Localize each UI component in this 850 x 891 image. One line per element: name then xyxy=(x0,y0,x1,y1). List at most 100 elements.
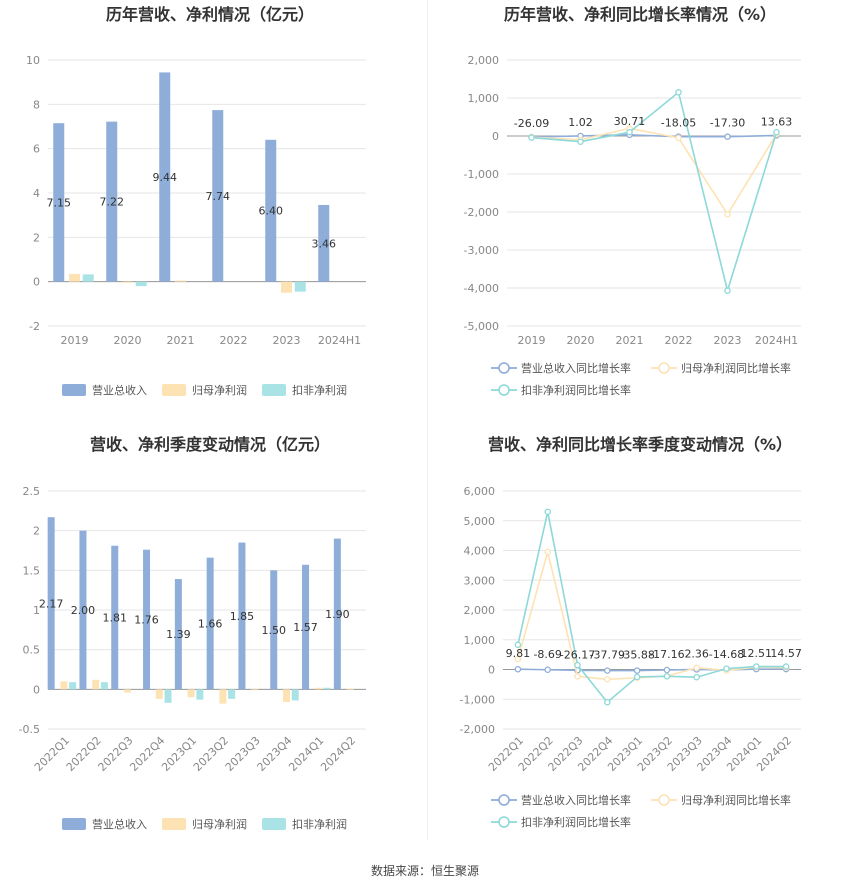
bar-value-label: 1.76 xyxy=(134,614,159,627)
line-value-label: 12.51 xyxy=(741,647,773,660)
line-value-label: -17.30 xyxy=(710,117,745,130)
bar-deducted-profit xyxy=(164,689,172,703)
x-tick-label: 2019 xyxy=(61,334,89,347)
panel-divider xyxy=(427,0,428,840)
line-point xyxy=(604,667,611,674)
line-point xyxy=(514,641,522,649)
line-point xyxy=(782,663,790,670)
bar-deducted-profit xyxy=(82,274,94,282)
legend-swatch-dot xyxy=(498,384,510,396)
bar-deducted-profit xyxy=(69,682,77,690)
line-point xyxy=(544,666,551,674)
y-tick-label: 1.5 xyxy=(23,564,41,577)
line-point xyxy=(574,661,581,669)
y-tick-label: 0 xyxy=(33,276,40,289)
y-tick-label: -4,000 xyxy=(464,282,499,295)
bar-revenue xyxy=(206,557,214,690)
legend-label: 营业总收入同比增长率 xyxy=(521,793,631,807)
legend-swatch-dot xyxy=(498,362,510,374)
x-tick-label: 2024Q2 xyxy=(318,734,358,774)
bar-net-profit xyxy=(187,689,195,698)
line-point xyxy=(544,548,551,556)
legend-swatch-dot xyxy=(498,816,510,828)
line-point xyxy=(528,134,535,141)
y-tick-label: 6,000 xyxy=(464,485,496,498)
bar-revenue xyxy=(47,517,55,690)
line-series-2 xyxy=(517,511,787,704)
bar-net-profit xyxy=(314,687,322,690)
line-point xyxy=(633,673,641,681)
line-value-label: 14.57 xyxy=(770,647,802,660)
line-point xyxy=(633,667,641,674)
line-point xyxy=(723,665,730,672)
bar-net-profit xyxy=(60,681,68,690)
line-value-label: 9.81 xyxy=(506,647,531,660)
legend-label: 营业总收入同比增长率 xyxy=(521,361,631,375)
bar-revenue xyxy=(265,139,277,282)
bar-revenue xyxy=(212,110,224,282)
y-tick-label: 8 xyxy=(33,98,40,111)
x-tick-label: 2019 xyxy=(518,334,546,347)
line-point xyxy=(663,673,671,680)
bar-net-profit xyxy=(92,679,100,690)
y-tick-label: -5,000 xyxy=(464,320,499,333)
line-value-label: -35.88 xyxy=(619,649,654,662)
bar-revenue xyxy=(333,538,341,690)
line-point xyxy=(724,133,731,140)
line-point xyxy=(773,128,780,136)
bar-revenue xyxy=(318,204,330,282)
bar-value-label: 1.50 xyxy=(262,624,287,637)
line-point xyxy=(604,676,611,683)
y-tick-label: -1,000 xyxy=(464,168,499,181)
bar-value-label: 6.40 xyxy=(259,205,284,218)
y-tick-label: -1,000 xyxy=(460,693,495,706)
x-tick-label: 2020 xyxy=(114,334,142,347)
bar-deducted-profit xyxy=(228,689,236,699)
bar-value-label: 1.39 xyxy=(166,628,191,641)
line-point xyxy=(675,89,682,96)
annual-growth-rate-chart: 历年营收、净利同比增长率情况（%） -5,000 -4,000 -3,000 -2,00… xyxy=(425,0,850,430)
bar-net-profit xyxy=(283,689,290,703)
y-tick-label: -2,000 xyxy=(464,206,499,219)
data-source-note: 数据来源：恒生聚源 xyxy=(370,864,479,878)
chart-title: 历年营收、净利情况（亿元） xyxy=(106,5,314,24)
bar-net-profit xyxy=(281,281,292,293)
bar-net-profit xyxy=(122,281,133,283)
bar-value-label: 1.57 xyxy=(293,621,318,634)
chart-svg: 营收、净利同比增长率季度变动情况（%） -2,000 -1,000 0 1,000 2,0… xyxy=(460,435,802,829)
bar-revenue xyxy=(302,564,310,690)
x-tick-label: 2024H1 xyxy=(318,334,361,347)
line-series-2 xyxy=(531,90,778,294)
legend-label: 营业总收入 xyxy=(92,817,147,831)
bar-revenue xyxy=(106,121,118,282)
y-tick-label: -3,000 xyxy=(464,244,499,257)
legend-label: 归母净利润同比增长率 xyxy=(681,793,791,807)
line-point xyxy=(724,287,731,294)
line-point xyxy=(626,128,633,136)
y-tick-label: 2,000 xyxy=(464,604,496,617)
quarterly-growth-rate-chart: 营收、净利同比增长率季度变动情况（%） -2,000 -1,000 0 1,000 2,0… xyxy=(425,430,850,860)
line-point xyxy=(544,508,551,516)
line-point xyxy=(663,666,671,674)
bar-value-label: 1.85 xyxy=(230,610,255,623)
bar-revenue xyxy=(143,549,151,690)
legend-swatch-dot xyxy=(658,362,670,374)
y-tick-label: 6 xyxy=(33,143,40,156)
legend-swatch xyxy=(62,818,86,830)
legend-swatch xyxy=(162,384,186,396)
bar-net-profit xyxy=(69,273,80,282)
y-tick-label: 0 xyxy=(488,664,495,677)
chart-title: 历年营收、净利同比增长率情况（%） xyxy=(504,5,776,24)
y-tick-label: 4,000 xyxy=(464,545,496,558)
legend-swatch xyxy=(262,384,286,396)
bar-value-label: 2.17 xyxy=(39,597,64,610)
x-tick-label: 2024H1 xyxy=(755,334,798,347)
x-tick-label: 2022 xyxy=(220,334,248,347)
legend-label: 归母净利润 xyxy=(192,817,247,831)
legend-label: 扣非净利润 xyxy=(292,817,347,831)
line-value-label: 30.71 xyxy=(614,115,646,128)
x-tick-label: 2021 xyxy=(616,334,644,347)
y-tick-label: 2.5 xyxy=(23,485,41,498)
x-tick-label: 2021 xyxy=(167,334,195,347)
bar-revenue xyxy=(79,530,87,690)
